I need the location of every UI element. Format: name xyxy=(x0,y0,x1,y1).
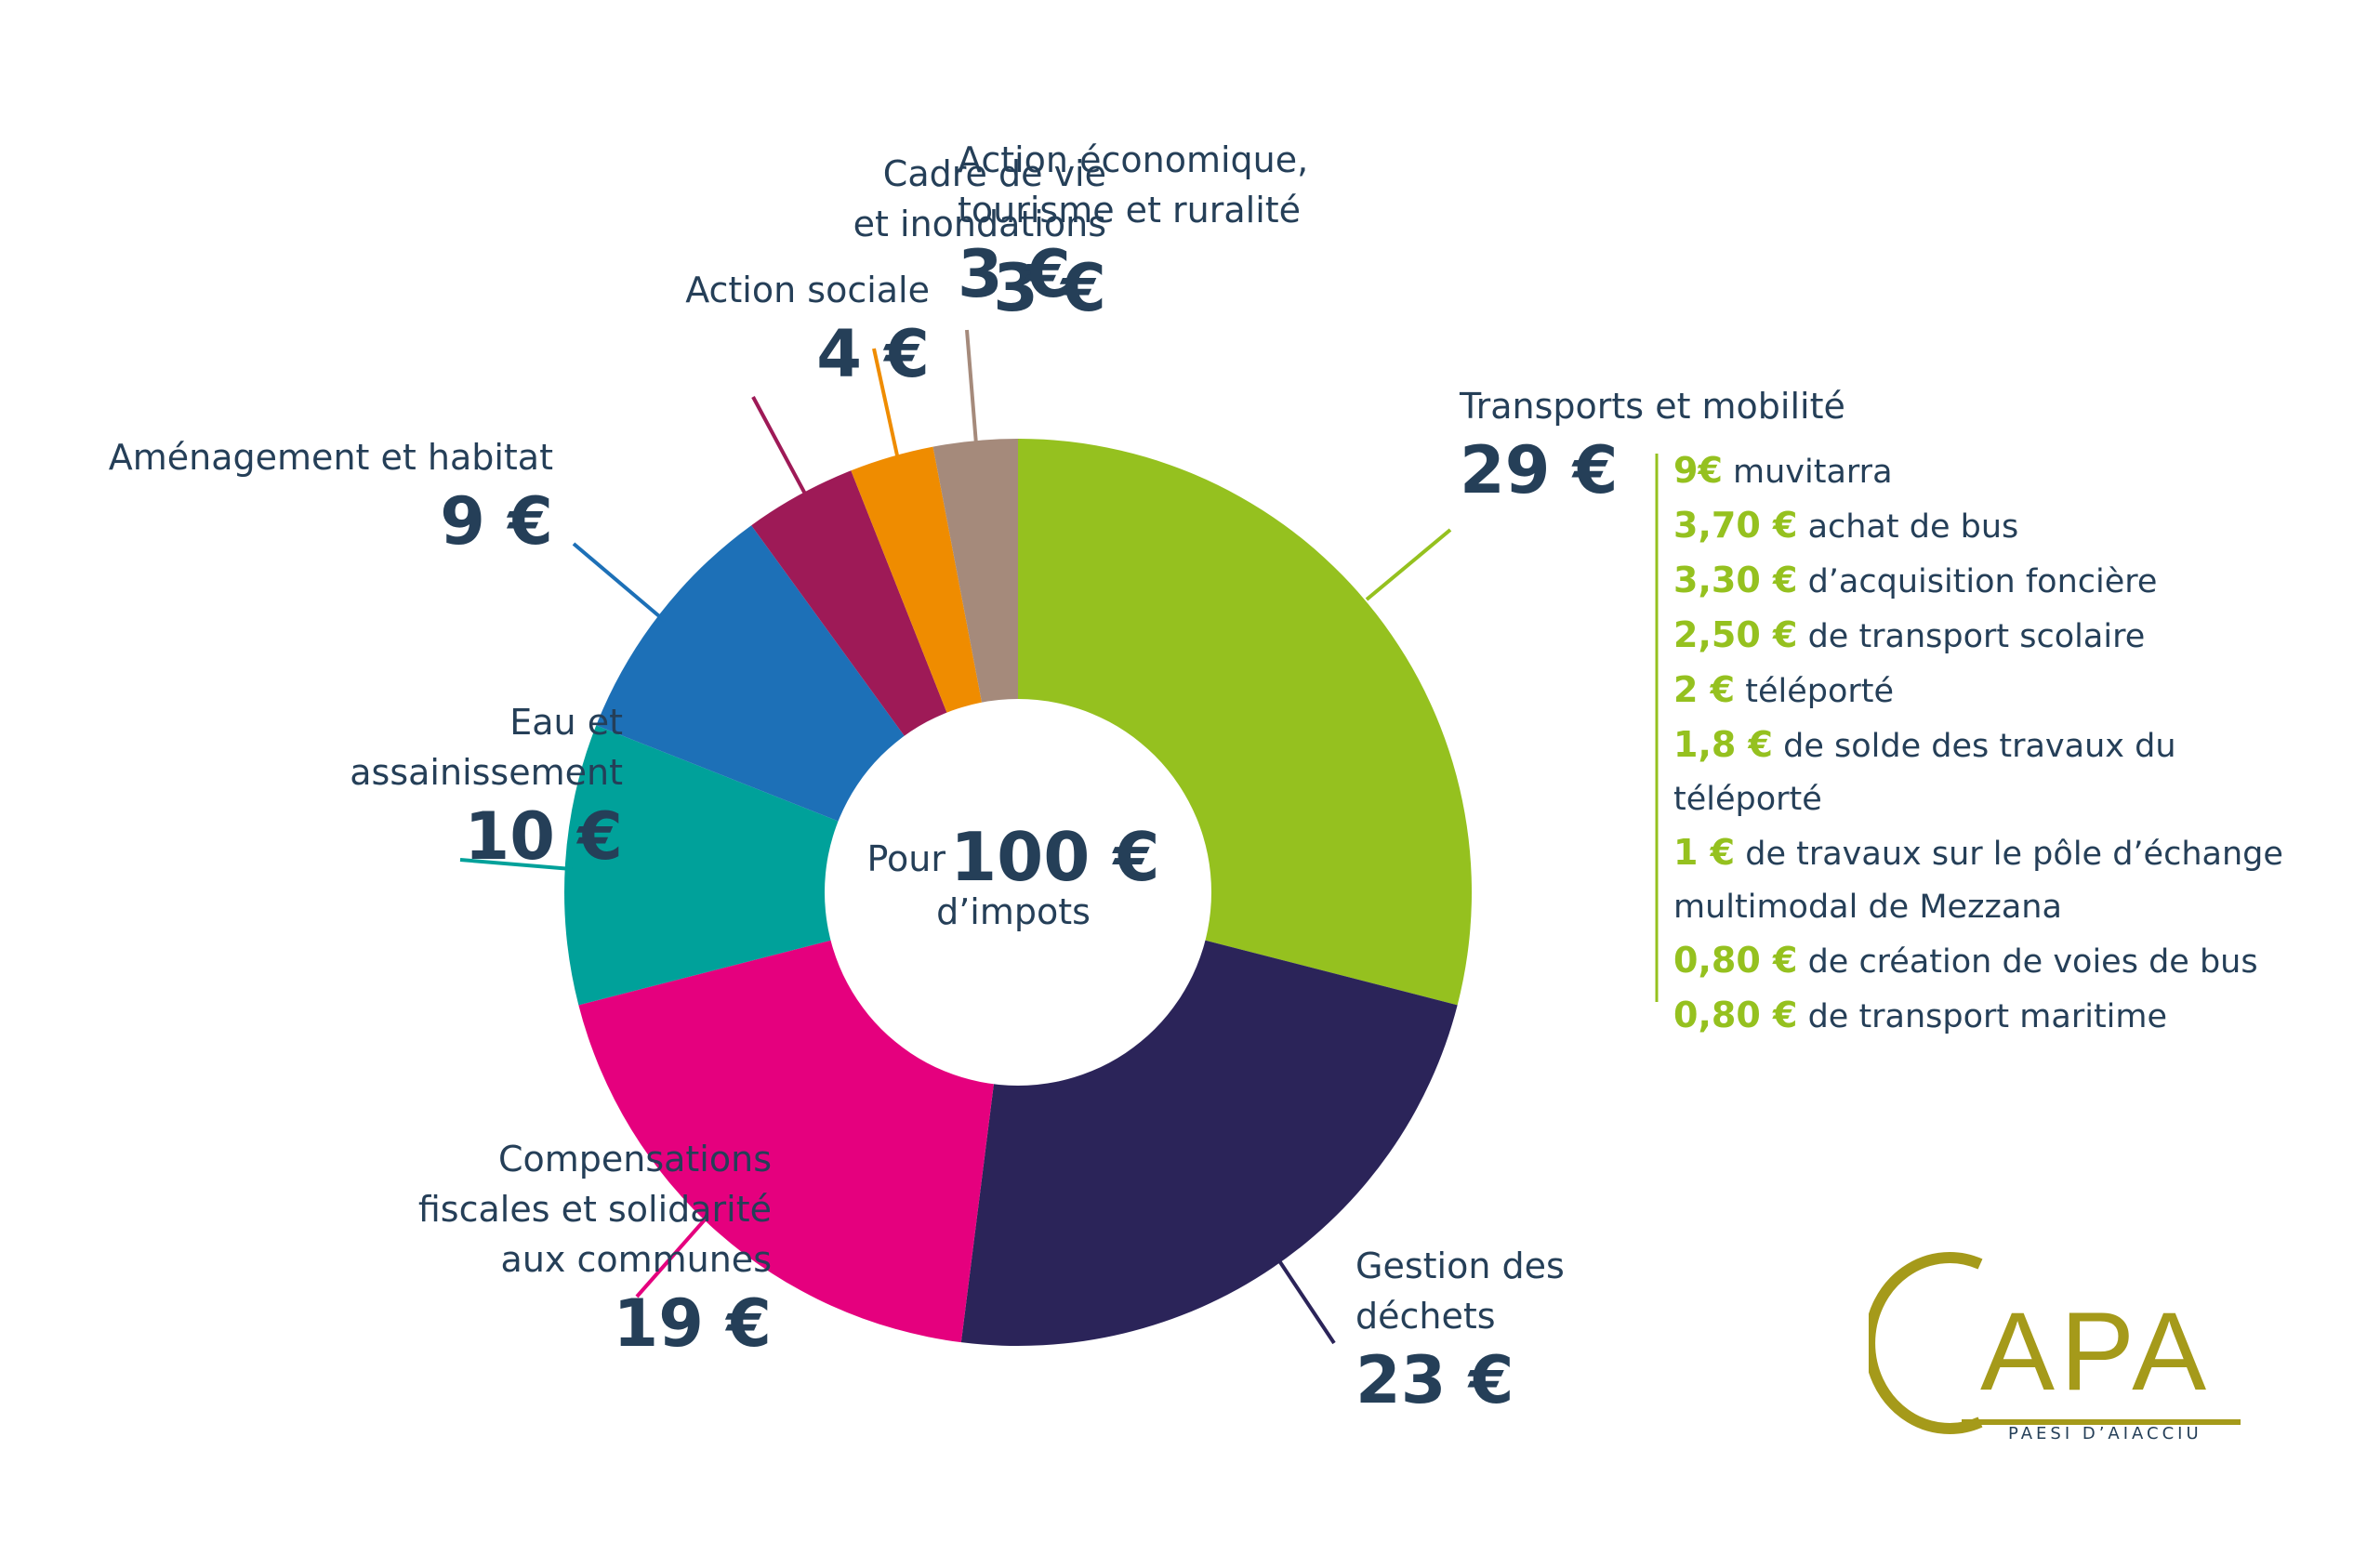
breakdown-text: téléporté xyxy=(1735,673,1895,710)
slice-value: 3 € xyxy=(958,236,1071,312)
center-suffix: d’impots xyxy=(936,891,1091,932)
breakdown-text: de transport scolaire xyxy=(1797,618,2146,655)
slice-name: Eau et assainissement xyxy=(350,702,623,793)
breakdown-amount: 3,70 € xyxy=(1673,505,1798,546)
breakdown-text: muvitarra xyxy=(1722,454,1893,491)
slice-value: 10 € xyxy=(464,798,624,875)
leader-line-8 xyxy=(965,329,978,445)
slice-label-3: Compensations fiscales et solidarité aux… xyxy=(307,1134,772,1363)
leader-line-3 xyxy=(635,1216,708,1298)
center-total: 100 € xyxy=(950,818,1160,896)
breakdown-item-6: 1,8 € de solde des travaux du xyxy=(1673,718,2283,773)
slice-label-1: Transports et mobilité 29 € xyxy=(1460,381,1980,509)
breakdown-text: de création de voies de bus xyxy=(1797,943,2258,981)
donut-center-label: Pour 100 € d’impots xyxy=(818,818,1209,933)
breakdown-item-9: 0,80 € de transport maritime xyxy=(1673,989,2283,1044)
breakdown-text: achat de bus xyxy=(1797,508,2019,546)
slice-label-2: Gestion des déchets 23 € xyxy=(1355,1241,1876,1419)
leader-line-2 xyxy=(1276,1258,1336,1345)
slice-value: 19 € xyxy=(613,1285,773,1362)
breakdown-item-4: 2,50 € de transport scolaire xyxy=(1673,609,2283,664)
breakdown-item-1: 9€ muvitarra xyxy=(1673,444,2283,499)
pie-slice-4 xyxy=(564,725,1018,1006)
breakdown-amount: 9€ xyxy=(1673,450,1723,491)
slice-label-5: Aménagement et habitat 9 € xyxy=(88,432,553,560)
breakdown-amount: 1 € xyxy=(1673,832,1736,873)
slice-value: 3 € xyxy=(993,250,1106,326)
breakdown-text: de transport maritime xyxy=(1797,998,2168,1035)
breakdown-item-7: 1 € de travaux sur le pôle d’échange xyxy=(1673,826,2283,881)
breakdown-text-continued: téléporté xyxy=(1673,781,1822,818)
slice-name: Compensations fiscales et solidarité aux… xyxy=(417,1139,772,1280)
slice-value: 23 € xyxy=(1355,1342,1514,1418)
slice-value: 9 € xyxy=(440,483,553,560)
transport-breakdown-list: 9€ muvitarra 3,70 € achat de bus 3,30 € d’… xyxy=(1673,444,2283,1044)
breakdown-text: de travaux sur le pôle d’échange xyxy=(1735,836,2283,873)
center-prefix: Pour xyxy=(866,838,945,879)
breakdown-item-5: 2 € téléporté xyxy=(1673,664,2283,718)
slice-label-4: Eau et assainissement 10 € xyxy=(158,697,623,876)
slice-name: Action économique, tourisme et ruralité xyxy=(958,139,1309,231)
breakdown-text-continued: multimodal de Mezzana xyxy=(1673,889,2062,926)
breakdown-item-3: 3,30 € d’acquisition foncière xyxy=(1673,554,2283,609)
breakdown-text: de solde des travaux du xyxy=(1773,728,2176,765)
capa-logo: APA PAESI D’AIACCIU xyxy=(1869,1252,2241,1441)
slice-value: 29 € xyxy=(1460,432,1619,508)
breakdown-text: d’acquisition foncière xyxy=(1797,563,2158,600)
slice-name: Cadre de vie et inondations xyxy=(853,153,1106,244)
svg-text:PAESI D’AIACCIU: PAESI D’AIACCIU xyxy=(2008,1424,2202,1441)
breakdown-amount: 2 € xyxy=(1673,669,1736,710)
breakdown-amount: 2,50 € xyxy=(1673,614,1798,655)
breakdown-amount: 3,30 € xyxy=(1673,560,1798,600)
leader-line-4 xyxy=(459,858,573,871)
slice-label-8: Action économique, tourisme et ruralité 3… xyxy=(958,135,1478,313)
slice-name: Action sociale xyxy=(685,270,930,310)
breakdown-amount: 1,8 € xyxy=(1673,724,1773,765)
slice-label-7: Cadre de vie et inondations 3 € xyxy=(641,149,1106,327)
leader-line-1 xyxy=(1365,528,1452,601)
slice-name: Aménagement et habitat xyxy=(108,437,553,478)
leader-line-7 xyxy=(872,348,899,456)
breakdown-item-2: 3,70 € achat de bus xyxy=(1673,499,2283,554)
leader-line-5 xyxy=(572,542,667,623)
slice-label-6: Action sociale 4 € xyxy=(465,265,930,393)
donut-hole xyxy=(825,699,1211,1086)
slice-value: 4 € xyxy=(816,316,930,392)
breakdown-amount: 0,80 € xyxy=(1673,995,1798,1035)
leader-line-6 xyxy=(751,396,809,498)
slice-name: Transports et mobilité xyxy=(1460,386,1845,427)
breakdown-item-8: 0,80 € de création de voies de bus xyxy=(1673,934,2283,989)
breakdown-amount: 0,80 € xyxy=(1673,940,1798,981)
svg-text:APA: APA xyxy=(1980,1289,2212,1414)
slice-name: Gestion des déchets xyxy=(1355,1245,1565,1337)
